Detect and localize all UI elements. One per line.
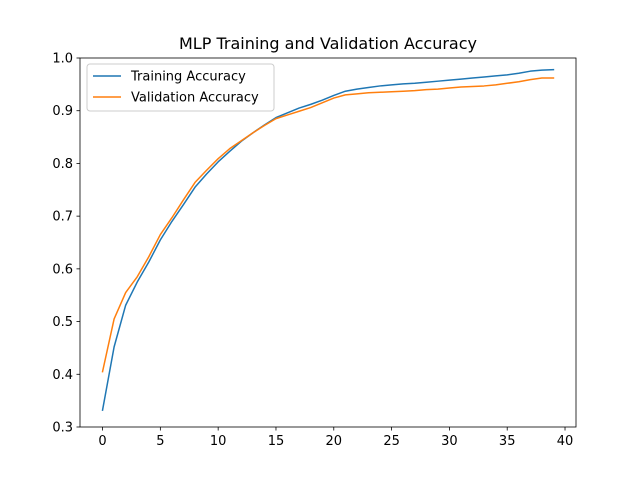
legend-label: Validation Accuracy [131,91,259,106]
x-tick-label: 0 [98,434,106,449]
x-tick-label: 25 [383,434,400,449]
x-tick-label: 30 [441,434,458,449]
legend-box [86,63,275,112]
series-line-1 [101,77,555,373]
y-tick-label: 0.5 [52,315,73,330]
y-tick-label: 0.8 [52,157,73,172]
chart-title: MLP Training and Validation Accuracy [179,34,477,53]
x-tick-label: 20 [326,434,343,449]
y-axis: 0.3 0.4 0.5 0.6 0.7 0.8 0.9 1.0 [52,52,80,436]
y-tick-label: 0.4 [52,368,73,383]
legend-label: Training Accuracy [130,70,246,85]
series-line-0 [101,68,555,412]
series-lines [101,68,555,412]
x-tick-label: 10 [210,434,227,449]
x-axis: 0 5 10 15 20 25 30 35 40 [98,427,573,449]
y-tick-label: 0.9 [52,104,73,119]
y-tick-label: 0.3 [52,421,73,436]
x-tick-label: 15 [268,434,285,449]
x-tick-label: 5 [156,434,164,449]
x-tick-label: 40 [557,434,574,449]
y-tick-label: 1.0 [52,52,73,67]
legend: Training Accuracy Validation Accuracy [86,63,275,112]
plot-frame [79,57,577,428]
y-tick-label: 0.6 [52,262,73,277]
x-tick-label: 35 [499,434,516,449]
y-tick-label: 0.7 [52,210,73,225]
